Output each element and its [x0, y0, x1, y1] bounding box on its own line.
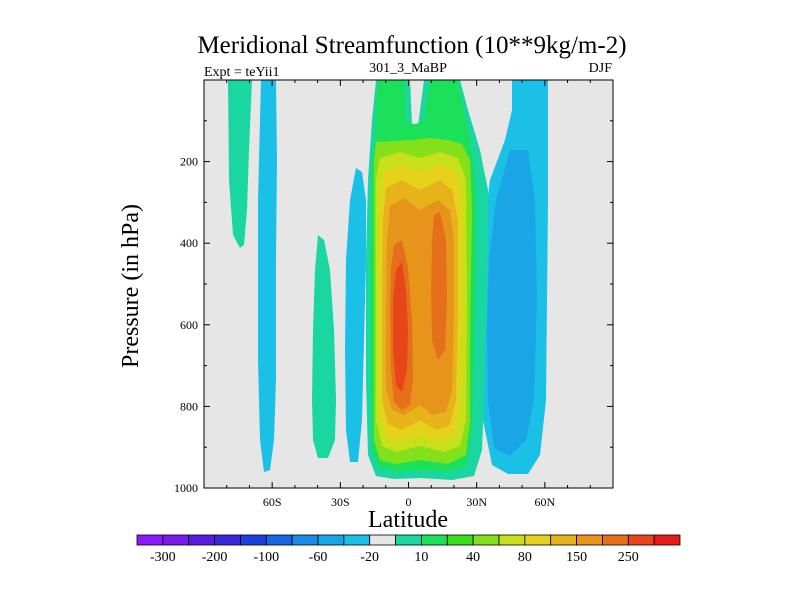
contour-south-negative-column: [258, 80, 277, 472]
x-tick-label: 60S: [263, 495, 282, 509]
colorbar-swatch: [396, 535, 422, 545]
colorbar-swatch: [473, 535, 499, 545]
colorbar-label: -20: [360, 550, 379, 565]
colorbar-swatch: [240, 535, 266, 545]
colorbar-swatch: [370, 535, 396, 545]
colorbar-label: -200: [202, 550, 228, 565]
y-tick-label: 800: [180, 399, 198, 413]
colorbar-label: -100: [253, 550, 279, 565]
x-tick-label: 30N: [466, 495, 487, 509]
colorbar-swatch: [318, 535, 344, 545]
colorbar-swatch: [525, 535, 551, 545]
colorbar-label: -60: [309, 550, 328, 565]
colorbar-swatch: [499, 535, 525, 545]
colorbar-swatch: [421, 535, 447, 545]
colorbar-swatch: [215, 535, 241, 545]
x-tick-label: 30S: [331, 495, 350, 509]
colorbar-swatch: [602, 535, 628, 545]
colorbar-label: 10: [414, 550, 428, 565]
colorbar-labels: -300 -200 -100 -60 -20 10 40 80 150 250: [150, 550, 639, 565]
colorbar-swatch: [551, 535, 577, 545]
subtitle-right: DJF: [589, 61, 613, 76]
colorbar: [137, 535, 680, 545]
colorbar-label: 80: [518, 550, 532, 565]
colorbar-label: 40: [466, 550, 480, 565]
colorbar-swatch: [292, 535, 318, 545]
colorbar-label: -300: [150, 550, 176, 565]
subtitle-left: Expt = teYii1: [204, 65, 280, 80]
colorbar-swatch: [189, 535, 215, 545]
y-tick-label: 600: [180, 318, 198, 332]
chart-title: Meridional Streamfunction (10**9kg/m-2): [197, 32, 626, 59]
y-tick-label: 200: [180, 155, 198, 169]
colorbar-swatch: [344, 535, 370, 545]
y-tick-label: 1000: [174, 481, 198, 495]
colorbar-swatch: [654, 535, 680, 545]
y-tick-label: 400: [180, 236, 198, 250]
x-tick-label: 60N: [534, 495, 555, 509]
y-axis-label: Pressure (in hPa): [118, 204, 144, 368]
subtitle-center: 301_3_MaBP: [369, 61, 447, 76]
colorbar-swatch: [266, 535, 292, 545]
contour-figure: Meridional Streamfunction (10**9kg/m-2) …: [0, 0, 800, 600]
colorbar-swatch: [447, 535, 473, 545]
x-axis-label: Latitude: [368, 507, 448, 533]
colorbar-swatch: [163, 535, 189, 545]
colorbar-label: 150: [566, 550, 587, 565]
colorbar-swatch: [577, 535, 603, 545]
colorbar-swatch: [137, 535, 163, 545]
colorbar-label: 250: [618, 550, 639, 565]
colorbar-swatch: [628, 535, 654, 545]
